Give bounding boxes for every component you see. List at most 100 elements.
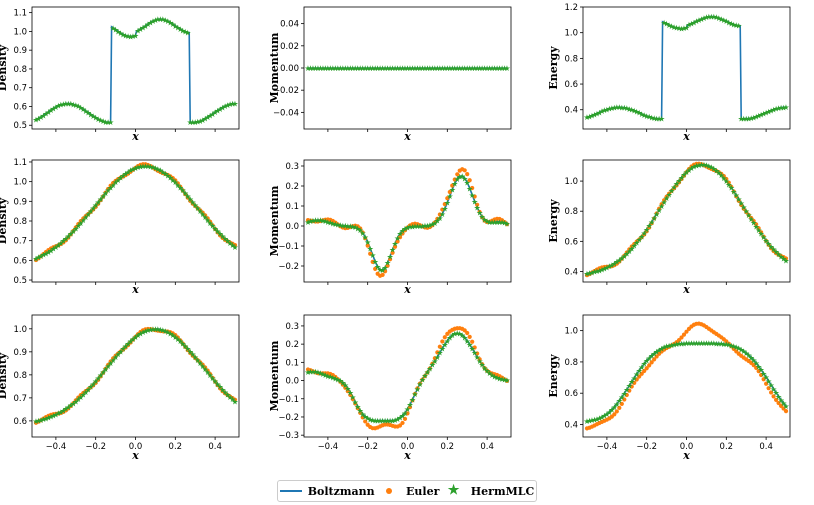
hermmlc-point: ★ [137, 25, 144, 34]
hermmlc-point: ★ [359, 229, 366, 238]
hermmlc-point: ★ [337, 221, 344, 230]
y-axis-label: Density [0, 44, 9, 91]
hermmlc-point: ★ [307, 64, 314, 73]
euler-point [425, 370, 430, 375]
hermmlc-point: ★ [169, 176, 176, 185]
hermmlc-point: ★ [57, 239, 64, 248]
euler-point [387, 257, 393, 262]
hermmlc-point: ★ [496, 218, 503, 227]
hermmlc-point: ★ [384, 64, 391, 73]
hermmlc-point: ★ [312, 368, 319, 377]
euler-point [622, 397, 627, 402]
hermmlc-point: ★ [114, 350, 121, 359]
hermmlc-point: ★ [740, 115, 747, 124]
hermmlc-point: ★ [314, 368, 321, 377]
hermmlc-point: ★ [65, 99, 72, 108]
euler-point [442, 335, 447, 340]
hermmlc-point: ★ [137, 329, 144, 338]
euler-point [91, 207, 96, 212]
y-axis-label: Energy [547, 354, 560, 398]
hermmlc-point: ★ [698, 161, 705, 170]
hermmlc-point: ★ [673, 340, 680, 349]
hermmlc-point: ★ [132, 164, 139, 173]
hermmlc-point: ★ [117, 174, 124, 183]
hermmlc-point: ★ [685, 339, 692, 348]
euler-point [480, 215, 485, 220]
euler-point [98, 374, 103, 379]
hermmlc-point: ★ [62, 100, 69, 109]
hermmlc-point: ★ [35, 253, 42, 262]
hermmlc-point: ★ [317, 216, 324, 225]
hermmlc-point: ★ [60, 100, 67, 109]
hermmlc-point: ★ [713, 13, 720, 22]
hermmlc-point: ★ [352, 398, 359, 407]
hermmlc-point: ★ [367, 64, 374, 73]
hermmlc-point: ★ [124, 32, 131, 41]
y-axis-label: Momentum [268, 340, 281, 411]
euler-point [649, 221, 654, 226]
hermmlc-point: ★ [394, 234, 401, 243]
hermmlc-point: ★ [775, 250, 782, 259]
x-tick-label: 0.4 [480, 442, 494, 452]
hermmlc-point: ★ [194, 204, 201, 213]
x-tick-label: 0.4 [759, 442, 773, 452]
hermmlc-point: ★ [670, 183, 677, 192]
euler-point [749, 215, 754, 221]
hermmlc-point: ★ [319, 217, 326, 226]
x-tick-label: −0.4 [597, 442, 618, 452]
y-tick-label: 0.7 [13, 394, 27, 404]
hermmlc-point: ★ [471, 349, 478, 358]
euler-point [208, 219, 213, 224]
hermmlc-point: ★ [628, 378, 635, 387]
hermmlc-point: ★ [55, 102, 62, 111]
hermmlc-point: ★ [386, 64, 393, 73]
y-tick-label: 1.1 [13, 9, 27, 19]
hermmlc-point: ★ [45, 108, 52, 117]
euler-point [674, 183, 679, 188]
hermmlc-point: ★ [192, 118, 199, 127]
hermmlc-point: ★ [349, 64, 356, 73]
hermmlc-point: ★ [209, 222, 216, 231]
euler-point [180, 341, 185, 346]
hermmlc-point: ★ [399, 64, 406, 73]
hermmlc-point: ★ [37, 113, 44, 122]
hermmlc-point: ★ [221, 388, 228, 397]
hermmlc-point: ★ [154, 15, 161, 24]
x-tick-label: 0.2 [441, 442, 455, 452]
hermmlc-point: ★ [139, 24, 146, 33]
hermmlc-point: ★ [665, 341, 672, 350]
hermmlc-point: ★ [583, 113, 590, 122]
hermmlc-point: ★ [219, 232, 226, 241]
subplot-9: 0.40.60.81.0−0.4 −0.2 0.0 0.2 0.4xEnergy★★★★… [547, 314, 791, 462]
hermmlc-point: ★ [189, 118, 196, 127]
euler-point [759, 230, 764, 235]
euler-point [477, 209, 482, 215]
hermmlc-point: ★ [314, 64, 321, 73]
hermmlc-point: ★ [743, 207, 750, 216]
hermmlc-point: ★ [344, 222, 351, 231]
hermmlc-point: ★ [489, 218, 496, 227]
hermmlc-point: ★ [394, 64, 401, 73]
hermmlc-point: ★ [471, 197, 478, 206]
hermmlc-point: ★ [708, 163, 715, 172]
hermmlc-point: ★ [177, 25, 184, 34]
euler-point [724, 176, 729, 182]
hermmlc-point: ★ [100, 117, 107, 126]
hermmlc-point: ★ [132, 31, 139, 40]
hermmlc-point: ★ [406, 223, 413, 232]
hermmlc-point: ★ [745, 211, 752, 220]
hermmlc-point: ★ [446, 334, 453, 343]
euler-point [422, 374, 428, 379]
hermmlc-point: ★ [134, 27, 141, 36]
euler-point [669, 188, 674, 194]
euler-point [761, 377, 766, 382]
euler-point [734, 194, 739, 199]
hermmlc-point: ★ [219, 385, 226, 394]
hermmlc-point: ★ [90, 380, 97, 389]
hermmlc-point: ★ [586, 112, 593, 121]
hermmlc-point: ★ [226, 239, 233, 248]
legend-label-hermmlc: HermMLC [470, 484, 535, 498]
hermmlc-point: ★ [105, 362, 112, 371]
y-tick-label: 0.2 [285, 182, 299, 192]
euler-point [405, 411, 410, 416]
